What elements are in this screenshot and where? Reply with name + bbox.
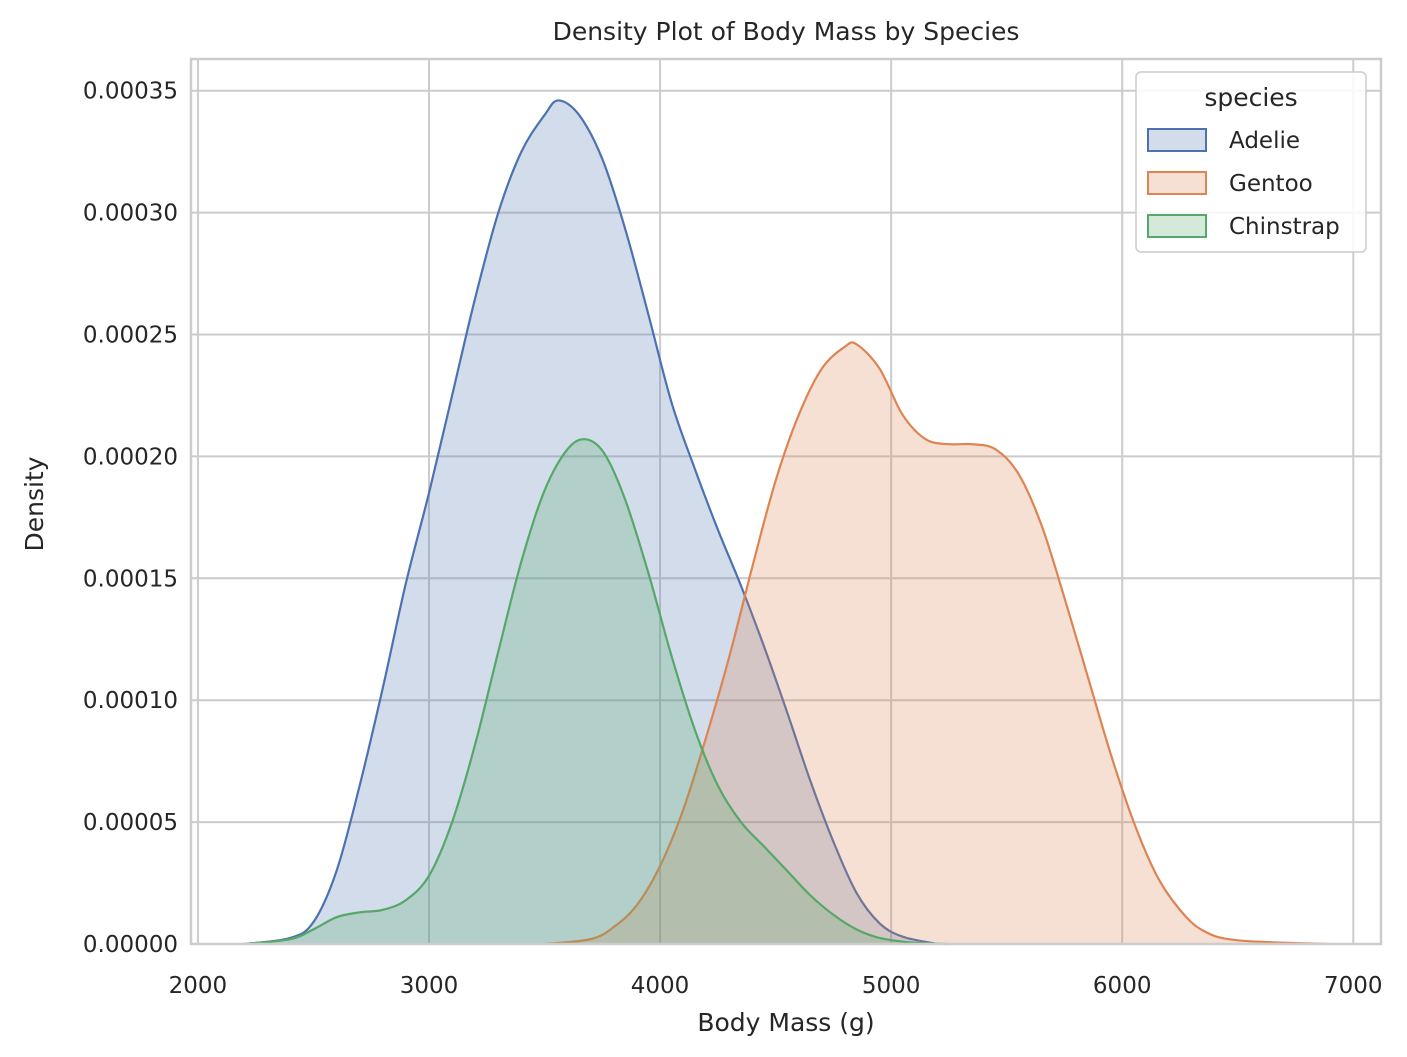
legend-label-adelie: Adelie bbox=[1229, 128, 1300, 154]
x-tick-label-6000: 6000 bbox=[1093, 973, 1152, 999]
y-tick-label-2: 0.00010 bbox=[83, 688, 178, 714]
legend-item-chinstrap: Chinstrap bbox=[1147, 214, 1340, 240]
x-tick-label-4000: 4000 bbox=[631, 973, 690, 999]
legend-swatch-gentoo bbox=[1147, 171, 1207, 195]
legend-swatch-adelie bbox=[1147, 128, 1207, 152]
y-tick-label-5: 0.00025 bbox=[83, 322, 178, 348]
legend-title: species bbox=[1204, 83, 1297, 112]
x-tick-label-5000: 5000 bbox=[862, 973, 921, 999]
density-fill-gentoo bbox=[544, 342, 1331, 944]
legend-box bbox=[1135, 71, 1367, 253]
y-tick-label-3: 0.00015 bbox=[83, 566, 178, 592]
density-line-adelie bbox=[244, 99, 938, 946]
density-line-gentoo bbox=[544, 341, 1331, 946]
y-tick-label-1: 0.00005 bbox=[83, 810, 178, 836]
legend-swatch-chinstrap bbox=[1147, 214, 1207, 238]
legend-item-gentoo: Gentoo bbox=[1147, 171, 1313, 197]
chart-title: Density Plot of Body Mass by Species bbox=[553, 17, 1020, 46]
y-tick-label-0: 0.00000 bbox=[83, 932, 178, 958]
legend-items: Adelie Gentoo Chinstrap bbox=[1147, 128, 1340, 240]
density-fill-adelie bbox=[244, 100, 938, 944]
plot-frame bbox=[189, 57, 1383, 946]
x-tick-label-7000: 7000 bbox=[1324, 973, 1383, 999]
legend-label-chinstrap: Chinstrap bbox=[1229, 214, 1340, 240]
y-axis-label: Density bbox=[20, 456, 49, 551]
y-tick-label-4: 0.00020 bbox=[83, 444, 178, 470]
y-tick-label-6: 0.00030 bbox=[83, 201, 178, 227]
y-axis-ticks: 0.00000 0.00005 0.00010 0.00015 0.00020 0.000… bbox=[83, 79, 178, 958]
x-axis-label: Body Mass (g) bbox=[697, 1008, 874, 1037]
x-tick-label-3000: 3000 bbox=[400, 973, 459, 999]
x-tick-label-2000: 2000 bbox=[169, 973, 228, 999]
legend: species Adelie Gentoo Chinstrap bbox=[1135, 71, 1367, 253]
density-areas bbox=[244, 99, 1331, 946]
legend-label-gentoo: Gentoo bbox=[1229, 171, 1313, 197]
density-line-chinstrap bbox=[244, 438, 949, 946]
x-axis-ticks: 2000 3000 4000 5000 6000 7000 bbox=[169, 973, 1383, 999]
density-fill-chinstrap bbox=[244, 439, 949, 944]
y-tick-label-7: 0.00035 bbox=[83, 79, 178, 105]
gridlines bbox=[191, 59, 1381, 945]
legend-item-adelie: Adelie bbox=[1147, 128, 1300, 154]
